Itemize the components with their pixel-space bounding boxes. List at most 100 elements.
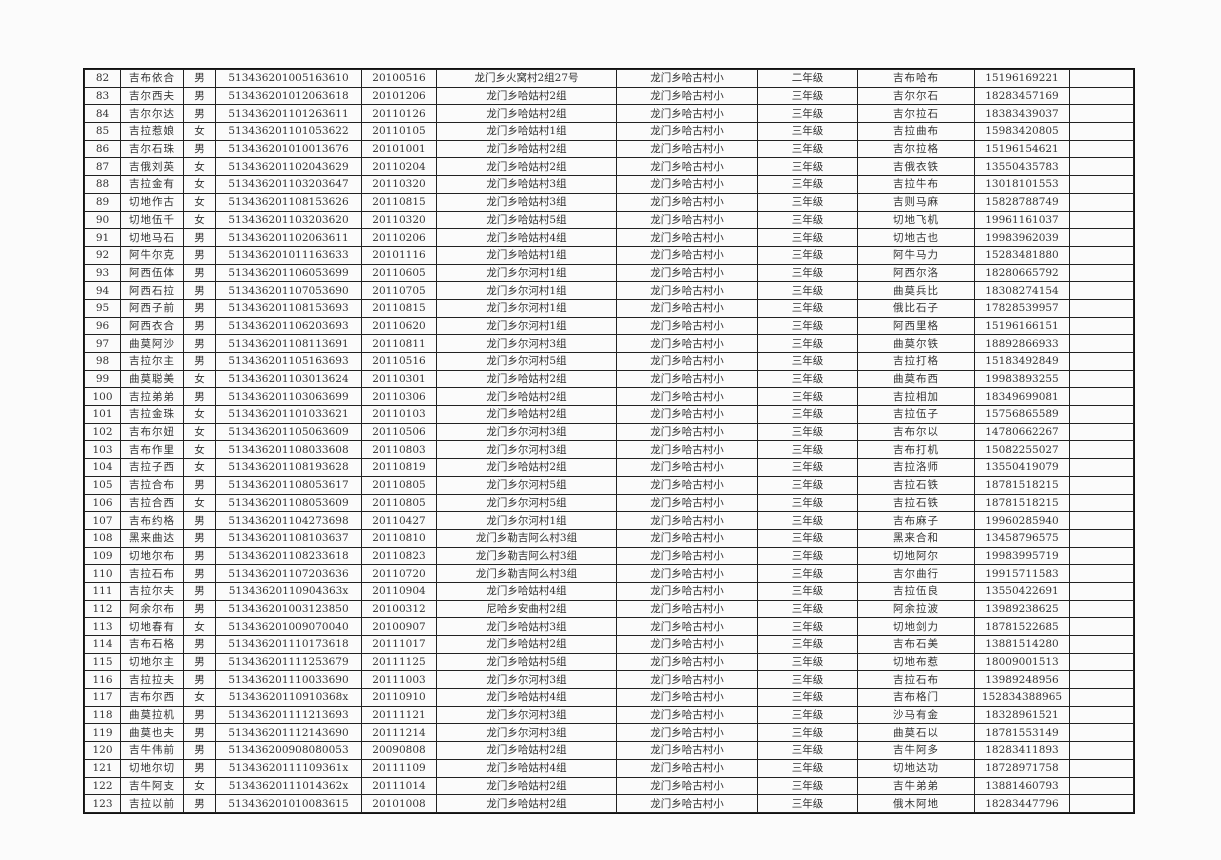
gender-cell: 男 — [183, 334, 216, 353]
student-name-cell: 曲莫也夫 — [120, 723, 184, 743]
gender-cell: 男 — [183, 263, 216, 283]
school-cell: 龙门乡哈古村小 — [616, 581, 758, 601]
school-cell: 龙门乡哈古村小 — [616, 228, 758, 247]
grade-cell: 三年级 — [757, 635, 858, 654]
school-cell: 龙门乡哈古村小 — [616, 387, 758, 407]
id-number-cell: 51343620111014362x — [215, 776, 362, 796]
guardian-name-cell: 吉牛阿多 — [857, 741, 975, 760]
school-cell: 龙门乡哈古村小 — [616, 617, 758, 636]
id-number-cell: 513436201108103637 — [215, 528, 362, 548]
id-number-cell: 513436201103063699 — [215, 387, 362, 407]
guardian-name-cell: 切地飞机 — [857, 210, 975, 230]
table-body: 82 吉布依合男 513436201005163610 20100516 龙门乡火窝村2… — [84, 69, 1134, 813]
guardian-name-cell: 吉拉打格 — [857, 352, 975, 371]
row-number-cell: 84 — [84, 104, 121, 124]
phone-cell: 19983962039 — [974, 228, 1070, 247]
phone-cell: 18308274154 — [974, 281, 1070, 300]
grade-cell: 三年级 — [757, 387, 858, 407]
school-cell: 龙门乡哈古村小 — [616, 352, 758, 371]
student-name-cell: 阿西子前 — [120, 298, 184, 318]
home-address-cell: 龙门乡尔河村1组 — [436, 298, 617, 318]
remarks-cell — [1069, 794, 1134, 813]
gender-cell: 男 — [183, 670, 216, 690]
birth-date-cell: 20110819 — [361, 458, 437, 477]
school-cell: 龙门乡哈古村小 — [616, 86, 758, 106]
birth-date-cell: 20101206 — [361, 86, 437, 106]
gender-cell: 男 — [183, 352, 216, 371]
gender-cell: 男 — [183, 758, 216, 778]
student-name-cell: 切地尔主 — [120, 652, 184, 672]
guardian-name-cell: 切地古也 — [857, 228, 975, 247]
grade-cell: 三年级 — [757, 175, 858, 194]
table-row: 100 吉拉弟弟男 513436201103063699 20110306 龙门乡哈姑村… — [84, 387, 1134, 407]
gender-cell: 男 — [183, 69, 216, 88]
id-number-cell: 513436201108113691 — [215, 334, 362, 353]
school-cell: 龙门乡哈古村小 — [616, 245, 758, 265]
grade-cell: 三年级 — [757, 528, 858, 548]
gender-cell: 女 — [183, 422, 216, 442]
row-number-cell: 114 — [84, 635, 121, 654]
home-address-cell: 龙门乡尔河村3组 — [436, 705, 617, 725]
remarks-cell — [1069, 210, 1134, 230]
school-cell: 龙门乡哈古村小 — [616, 528, 758, 548]
home-address-cell: 龙门乡勒吉阿么村3组 — [436, 546, 617, 566]
phone-cell: 15983420805 — [974, 122, 1070, 141]
row-number-cell: 85 — [84, 122, 121, 141]
remarks-cell — [1069, 245, 1134, 265]
row-number-cell: 107 — [84, 511, 121, 530]
gender-cell: 男 — [183, 228, 216, 247]
id-number-cell: 513436201108053609 — [215, 493, 362, 513]
grade-cell: 三年级 — [757, 157, 858, 177]
home-address-cell: 龙门乡哈姑村4组 — [436, 758, 617, 778]
phone-cell: 13550422691 — [974, 581, 1070, 601]
id-number-cell: 513436201105163693 — [215, 352, 362, 371]
table-row: 115 切地尔主男 513436201111253679 20111125 龙门乡哈姑村… — [84, 652, 1134, 672]
birth-date-cell: 20101116 — [361, 245, 437, 265]
grade-cell: 三年级 — [757, 422, 858, 442]
gender-cell: 女 — [183, 493, 216, 513]
school-cell: 龙门乡哈古村小 — [616, 546, 758, 566]
table-row: 107 吉布约格男 513436201104273698 20110427 龙门乡尔河村… — [84, 511, 1134, 530]
school-cell: 龙门乡哈古村小 — [616, 369, 758, 389]
gender-cell: 男 — [183, 104, 216, 124]
birth-date-cell: 20110705 — [361, 281, 437, 300]
birth-date-cell: 20111125 — [361, 652, 437, 672]
table-row: 89 切地作古女 513436201108153626 20110815 龙门乡哈姑村3… — [84, 192, 1134, 212]
guardian-name-cell: 吉布石美 — [857, 635, 975, 654]
birth-date-cell: 20110815 — [361, 192, 437, 212]
student-name-cell: 吉拉金有 — [120, 175, 184, 194]
id-number-cell: 513436200908080053 — [215, 741, 362, 760]
id-number-cell: 513436201101263611 — [215, 104, 362, 124]
student-name-cell: 切地马石 — [120, 228, 184, 247]
remarks-cell — [1069, 493, 1134, 513]
student-name-cell: 吉拉惹娘 — [120, 122, 184, 141]
phone-cell: 18349699081 — [974, 387, 1070, 407]
school-cell: 龙门乡哈古村小 — [616, 122, 758, 141]
remarks-cell — [1069, 422, 1134, 442]
grade-cell: 三年级 — [757, 546, 858, 566]
student-name-cell: 吉拉金珠 — [120, 405, 184, 424]
home-address-cell: 龙门乡哈姑村1组 — [436, 245, 617, 265]
row-number-cell: 92 — [84, 245, 121, 265]
birth-date-cell: 20100312 — [361, 599, 437, 619]
row-number-cell: 111 — [84, 581, 121, 601]
birth-date-cell: 20110805 — [361, 493, 437, 513]
guardian-name-cell: 俄木阿地 — [857, 794, 975, 813]
gender-cell: 男 — [183, 546, 216, 566]
student-name-cell: 吉尔石珠 — [120, 139, 184, 159]
id-number-cell: 513436201104273698 — [215, 511, 362, 530]
table-row: 84 吉尔尔达男 513436201101263611 20110126 龙门乡哈姑村2… — [84, 104, 1134, 124]
grade-cell: 三年级 — [757, 581, 858, 601]
table-row: 87 吉俄刘英女 513436201102043629 20110204 龙门乡哈姑村2… — [84, 157, 1134, 177]
gender-cell: 男 — [183, 635, 216, 654]
student-name-cell: 吉拉子西 — [120, 458, 184, 477]
school-cell: 龙门乡哈古村小 — [616, 723, 758, 743]
grade-cell: 三年级 — [757, 86, 858, 106]
grade-cell: 三年级 — [757, 758, 858, 778]
gender-cell: 女 — [183, 122, 216, 141]
home-address-cell: 龙门乡哈姑村4组 — [436, 581, 617, 601]
gender-cell: 男 — [183, 511, 216, 530]
student-name-cell: 吉拉合布 — [120, 475, 184, 495]
remarks-cell — [1069, 617, 1134, 636]
birth-date-cell: 20110306 — [361, 387, 437, 407]
